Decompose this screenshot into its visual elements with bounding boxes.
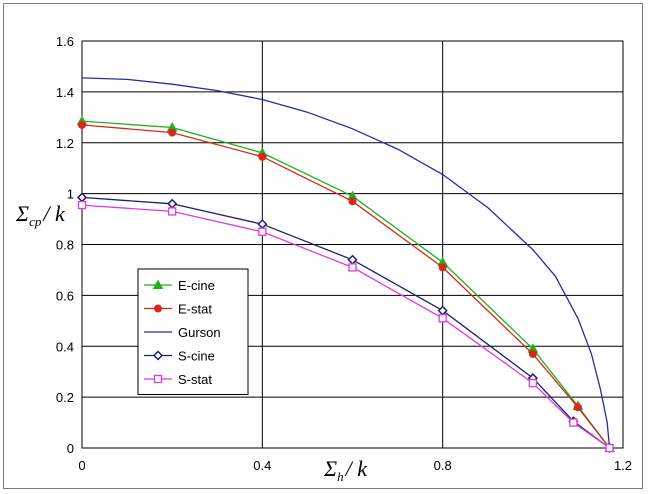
y-tick-label: 0 xyxy=(67,441,74,456)
data-point-circle xyxy=(438,263,447,272)
series-s-stat xyxy=(77,200,614,453)
legend-entry: E-stat xyxy=(144,302,212,317)
series-layer xyxy=(76,77,615,454)
data-point-square xyxy=(569,418,578,427)
series-line xyxy=(81,124,611,449)
legend: E-cine E-stat Gurson S-cine S-stat xyxy=(137,268,249,395)
y-axis-title: Σcp/ k xyxy=(15,201,66,229)
data-point-square xyxy=(77,200,87,210)
series-line xyxy=(81,196,610,449)
data-point-diamond xyxy=(257,219,268,230)
legend-label: E-stat xyxy=(178,302,212,317)
x-tick-label: 0.4 xyxy=(253,458,271,473)
plot-border xyxy=(81,40,624,449)
x-axis-title: Σh/ k xyxy=(323,456,368,484)
data-point-diamond xyxy=(347,254,358,265)
data-point-square xyxy=(153,374,163,384)
y-tick-label: 1.2 xyxy=(56,136,74,151)
series-gurson xyxy=(81,77,611,449)
data-point-circle xyxy=(528,349,537,358)
chart-frame: 0 0.2 0.4 0.6 0.8 1 1.2 1.4 1.6 0 0.4 0.8 1.2 Σcp/ k… xyxy=(3,3,643,489)
data-point-square xyxy=(348,263,357,272)
legend-entry: E-cine xyxy=(144,278,215,293)
data-point-circle xyxy=(168,128,177,137)
y-tick-label: 0.2 xyxy=(56,390,74,405)
data-point-diamond xyxy=(167,198,178,209)
y-tick-label: 1.4 xyxy=(56,85,74,100)
data-point-square xyxy=(258,227,267,236)
axis-titles: Σcp/ k Σh/ k xyxy=(15,201,368,484)
legend-entry: S-stat xyxy=(144,372,212,387)
data-point-circle xyxy=(78,120,86,129)
legend-label: S-stat xyxy=(178,372,212,387)
series-e-stat xyxy=(78,120,614,452)
y-tick-label: 0.6 xyxy=(56,288,74,303)
x-tick-label: 0.8 xyxy=(434,458,452,473)
data-point-circle xyxy=(258,152,267,161)
series-line xyxy=(81,120,611,449)
y-tick-label: 1.6 xyxy=(56,34,74,49)
y-tick-label: 0.8 xyxy=(56,238,74,253)
data-point-square xyxy=(438,314,447,323)
y-tick-label: 1 xyxy=(67,187,74,202)
legend-label: Gurson xyxy=(178,325,221,340)
legend-label: E-cine xyxy=(178,278,215,293)
x-tick-label: 0 xyxy=(78,458,85,473)
data-point-circle xyxy=(348,197,357,206)
legend-entry: S-cine xyxy=(144,349,215,364)
data-point-square xyxy=(528,378,537,388)
data-point-diamond xyxy=(152,350,164,361)
legend-entry: Gurson xyxy=(144,325,221,340)
chart-canvas: 0 0.2 0.4 0.6 0.8 1 1.2 1.4 1.6 0 0.4 0.8 1.2 Σcp/ k… xyxy=(15,34,632,484)
x-tick-label: 1.2 xyxy=(614,458,632,473)
data-point-square xyxy=(168,207,177,216)
data-point-square xyxy=(605,443,614,453)
data-point-triangle xyxy=(152,279,164,289)
y-tick-label: 0.4 xyxy=(56,339,74,354)
tick-labels: 0 0.2 0.4 0.6 0.8 1 1.2 1.4 1.6 0 0.4 0.8 1.2 xyxy=(56,34,632,473)
data-point-circle xyxy=(154,304,162,313)
series-line xyxy=(81,204,610,449)
legend-label: S-cine xyxy=(178,349,215,364)
series-line xyxy=(81,77,611,449)
data-point-diamond xyxy=(76,192,88,203)
data-point-circle xyxy=(573,403,582,412)
